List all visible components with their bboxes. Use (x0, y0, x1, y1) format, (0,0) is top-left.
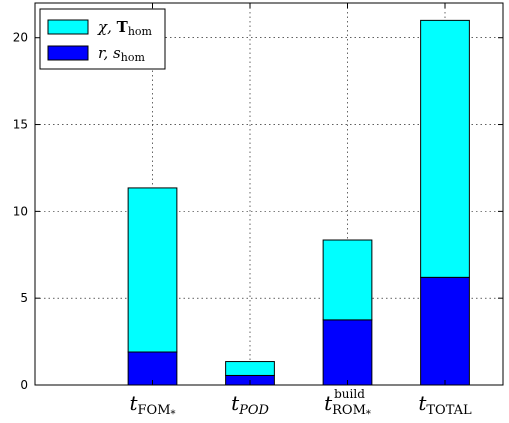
bar-segment (322, 239, 373, 321)
bar-segment (225, 361, 275, 376)
x-tick-label: tPOD (231, 391, 269, 418)
bar-segment (420, 276, 470, 386)
y-tick-label: 5 (20, 291, 28, 305)
legend: χ, Thom r, shom (39, 8, 166, 70)
y-tick-label: 0 (20, 378, 28, 392)
x-axis: tFOM* tPOD tROM*build tTOTAL (129, 3, 472, 420)
bar-segment (420, 19, 470, 278)
legend-swatch (47, 45, 89, 61)
bar-segment (322, 319, 373, 386)
y-tick-label: 10 (13, 204, 28, 218)
plot-frame (34, 2, 504, 386)
legend-swatch (47, 19, 89, 35)
x-tick-label: tTOTAL (418, 391, 472, 418)
y-tick-label: 15 (13, 118, 28, 132)
x-tick-label-sup: build (334, 387, 365, 401)
x-tick-label: tROM* (324, 391, 371, 420)
bar-segment (127, 187, 178, 353)
y-tick-label: 20 (13, 31, 28, 45)
legend-label: r, shom (98, 44, 145, 64)
legend-label: χ, Thom (97, 18, 153, 38)
bar-segment (127, 351, 178, 386)
y-axis: 0 5 10 15 20 (13, 31, 503, 392)
bars (127, 19, 470, 386)
x-tick-label: tFOM* (129, 391, 175, 420)
